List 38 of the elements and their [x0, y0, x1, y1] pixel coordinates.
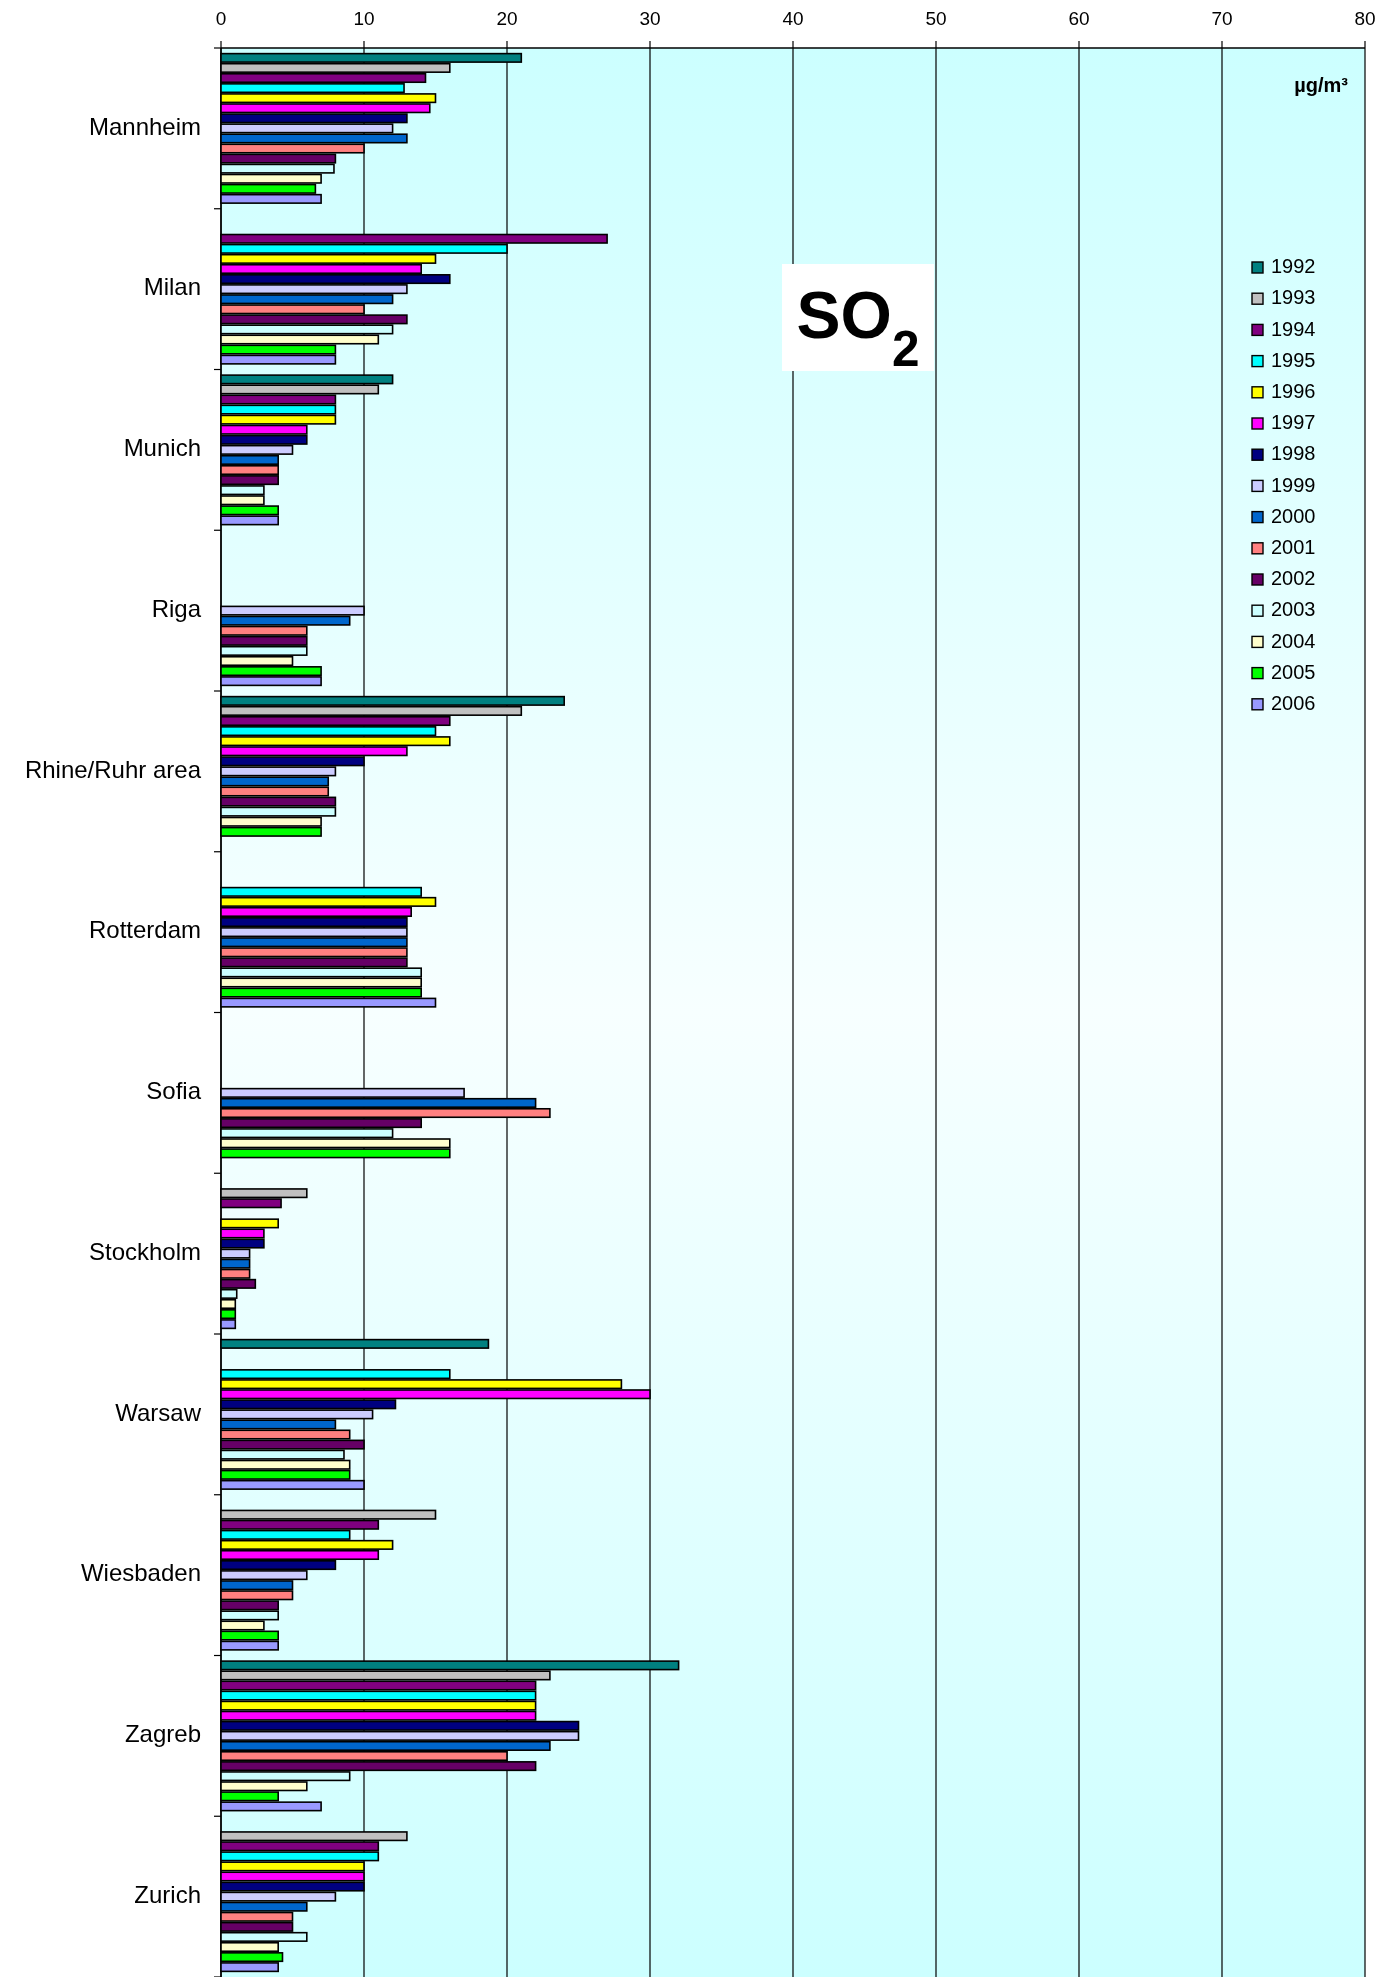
legend-label: 1992	[1271, 255, 1316, 278]
text: SO$_{2}$	[796, 278, 920, 376]
y-tick-label: Munich	[123, 434, 201, 462]
y-tick-label: Warsaw	[115, 1398, 202, 1426]
y-tick-label: Rotterdam	[88, 916, 201, 944]
legend-label: 1998	[1271, 442, 1316, 465]
legend-label: 2002	[1271, 567, 1316, 590]
x-tick-label: 0	[215, 8, 227, 29]
x-tick-label: 70	[1211, 8, 1233, 29]
y-tick-label: Stockholm	[88, 1237, 201, 1265]
y-tick-label: Zurich	[134, 1880, 201, 1908]
x-tick-label: 50	[925, 8, 947, 29]
x-tick-label: 30	[639, 8, 661, 29]
x-tick-label: 60	[1068, 8, 1090, 29]
x-tick-label: 40	[782, 8, 804, 29]
y-tick-label: Zagreb	[124, 1720, 201, 1748]
y-tick-label: Mannheim	[88, 112, 201, 140]
legend-label: 1995	[1271, 348, 1316, 371]
legend-label: 1997	[1271, 411, 1316, 434]
y-tick-label: Sofia	[146, 1077, 202, 1105]
legend-label: 1996	[1271, 380, 1316, 403]
legend-label: 2000	[1271, 504, 1316, 527]
legend-label: 2006	[1271, 692, 1316, 715]
legend-label: 2001	[1271, 536, 1316, 559]
y-tick-label: Milan	[143, 273, 201, 301]
legend-label: 1994	[1271, 317, 1316, 340]
y-tick-label: Wiesbaden	[80, 1559, 201, 1587]
x-tick-label: 80	[1354, 8, 1376, 29]
legend-label: 1999	[1271, 473, 1316, 496]
legend-label: 2004	[1271, 629, 1316, 652]
legend-label: 2003	[1271, 598, 1316, 621]
y-tick-label: Riga	[151, 594, 202, 622]
legend-label: 2005	[1271, 660, 1316, 683]
x-tick-label: 10	[353, 8, 375, 29]
annotation: µg/m³	[1294, 74, 1349, 96]
x-tick-label: 20	[496, 8, 518, 29]
legend-label: 1993	[1271, 286, 1316, 309]
y-tick-label: Rhine/Ruhr area	[24, 755, 202, 783]
